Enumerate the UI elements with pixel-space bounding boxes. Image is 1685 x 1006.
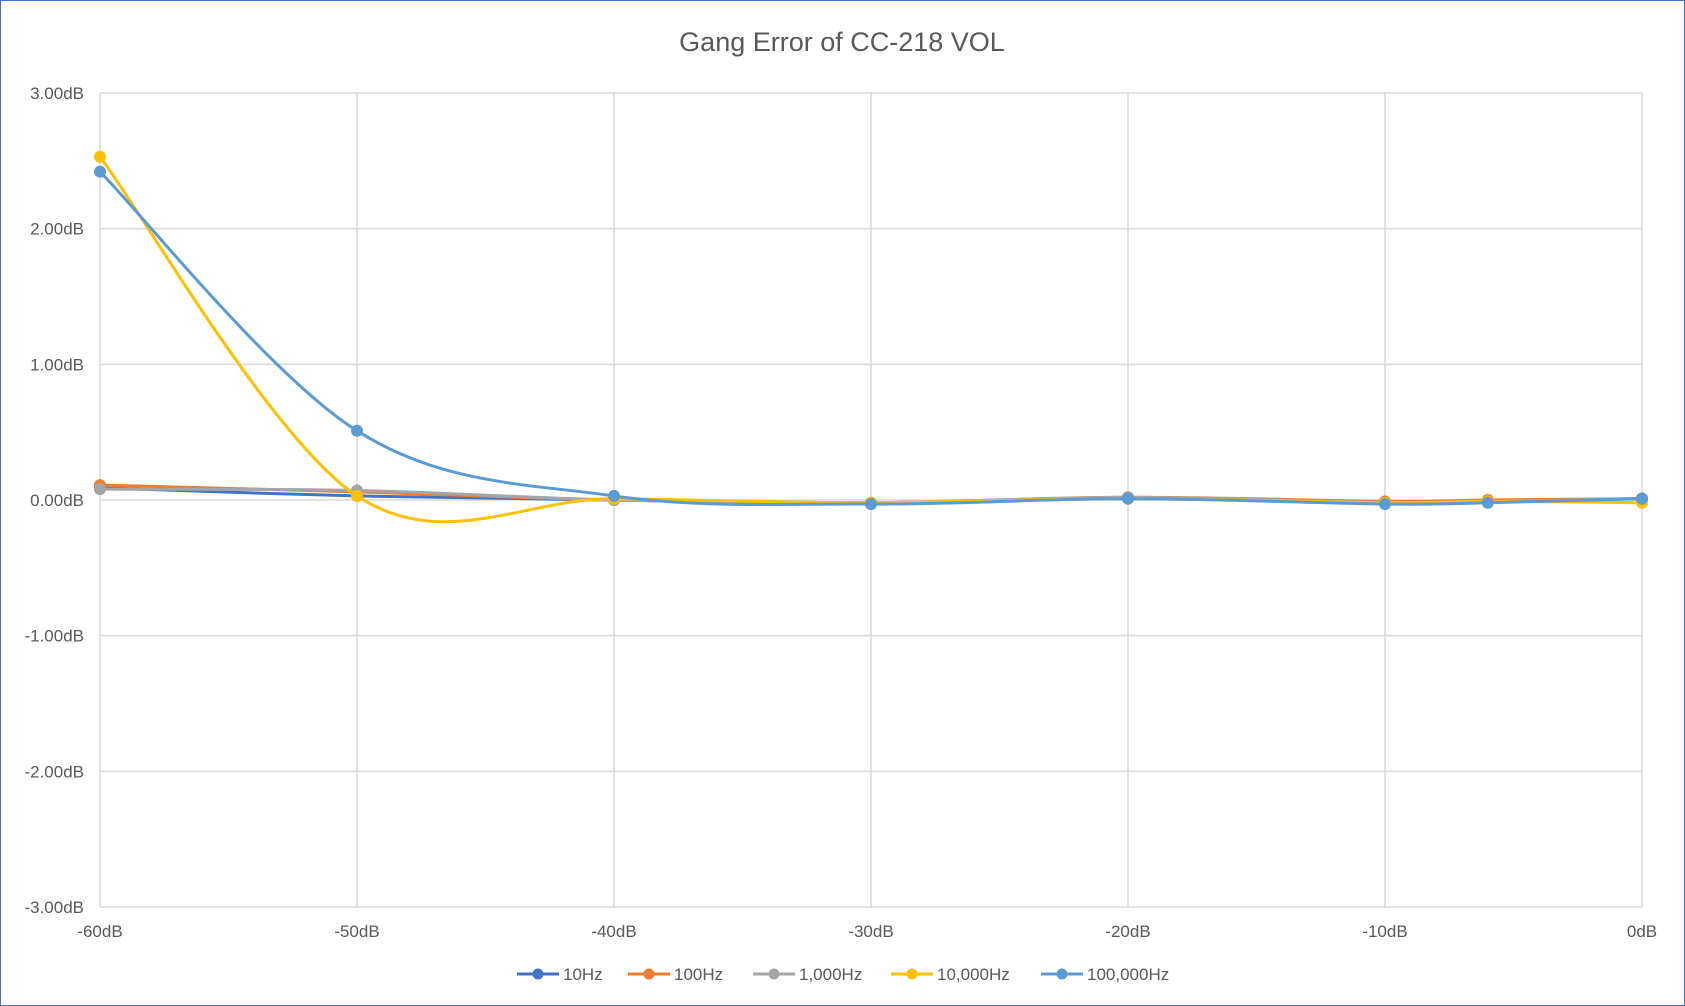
legend-item: 1,000Hz bbox=[753, 965, 862, 984]
legend-item: 100Hz bbox=[628, 965, 723, 984]
legend-item: 10Hz bbox=[517, 965, 603, 984]
legend-item: 10,000Hz bbox=[891, 965, 1010, 984]
data-point bbox=[94, 150, 106, 163]
data-point bbox=[1481, 496, 1494, 509]
legend-item: 100,000Hz bbox=[1041, 965, 1169, 984]
data-point bbox=[865, 498, 877, 511]
axis-labels: 3.00dB 2.00dB 1.00dB 0.00dB -1.00dB -2.00dB -3… bbox=[24, 84, 1657, 941]
y-tick-label: 3.00dB bbox=[30, 84, 84, 103]
data-point bbox=[1122, 492, 1134, 505]
legend-label: 10Hz bbox=[563, 965, 603, 984]
legend-swatch-marker bbox=[643, 968, 655, 980]
legend-swatch-marker bbox=[532, 968, 544, 980]
series-layer bbox=[94, 150, 1648, 524]
data-point bbox=[1636, 492, 1648, 505]
data-point bbox=[1379, 498, 1391, 511]
y-tick-label: -2.00dB bbox=[24, 762, 84, 781]
data-point bbox=[94, 165, 106, 178]
y-tick-label: 1.00dB bbox=[30, 355, 84, 374]
y-tick-label: -3.00dB bbox=[24, 898, 84, 917]
y-tick-label: -1.00dB bbox=[24, 627, 84, 646]
legend-label: 10,000Hz bbox=[937, 965, 1010, 984]
legend-swatch-marker bbox=[906, 968, 918, 980]
legend: 10Hz 100Hz 1,000Hz 10,000Hz 100,000Hz bbox=[517, 965, 1169, 984]
data-point bbox=[351, 424, 363, 437]
chart-title: Gang Error of CC-218 VOL bbox=[679, 27, 1005, 57]
series-100000hz bbox=[94, 165, 1648, 511]
data-point bbox=[94, 483, 106, 496]
x-tick-label: -30dB bbox=[848, 922, 893, 941]
x-tick-label: -60dB bbox=[77, 922, 122, 941]
data-point bbox=[351, 489, 363, 502]
x-tick-label: -20dB bbox=[1105, 922, 1150, 941]
data-point bbox=[608, 489, 620, 502]
x-tick-label: -50dB bbox=[334, 922, 379, 941]
legend-label: 100Hz bbox=[674, 965, 723, 984]
y-tick-label: 0.00dB bbox=[30, 491, 84, 510]
legend-swatch-marker bbox=[1056, 968, 1068, 980]
x-tick-label: 0dB bbox=[1627, 922, 1657, 941]
legend-swatch-marker bbox=[768, 968, 780, 980]
legend-label: 100,000Hz bbox=[1087, 965, 1169, 984]
y-tick-label: 2.00dB bbox=[30, 220, 84, 239]
legend-label: 1,000Hz bbox=[799, 965, 862, 984]
x-tick-label: -40dB bbox=[591, 922, 636, 941]
x-tick-label: -10dB bbox=[1362, 922, 1407, 941]
